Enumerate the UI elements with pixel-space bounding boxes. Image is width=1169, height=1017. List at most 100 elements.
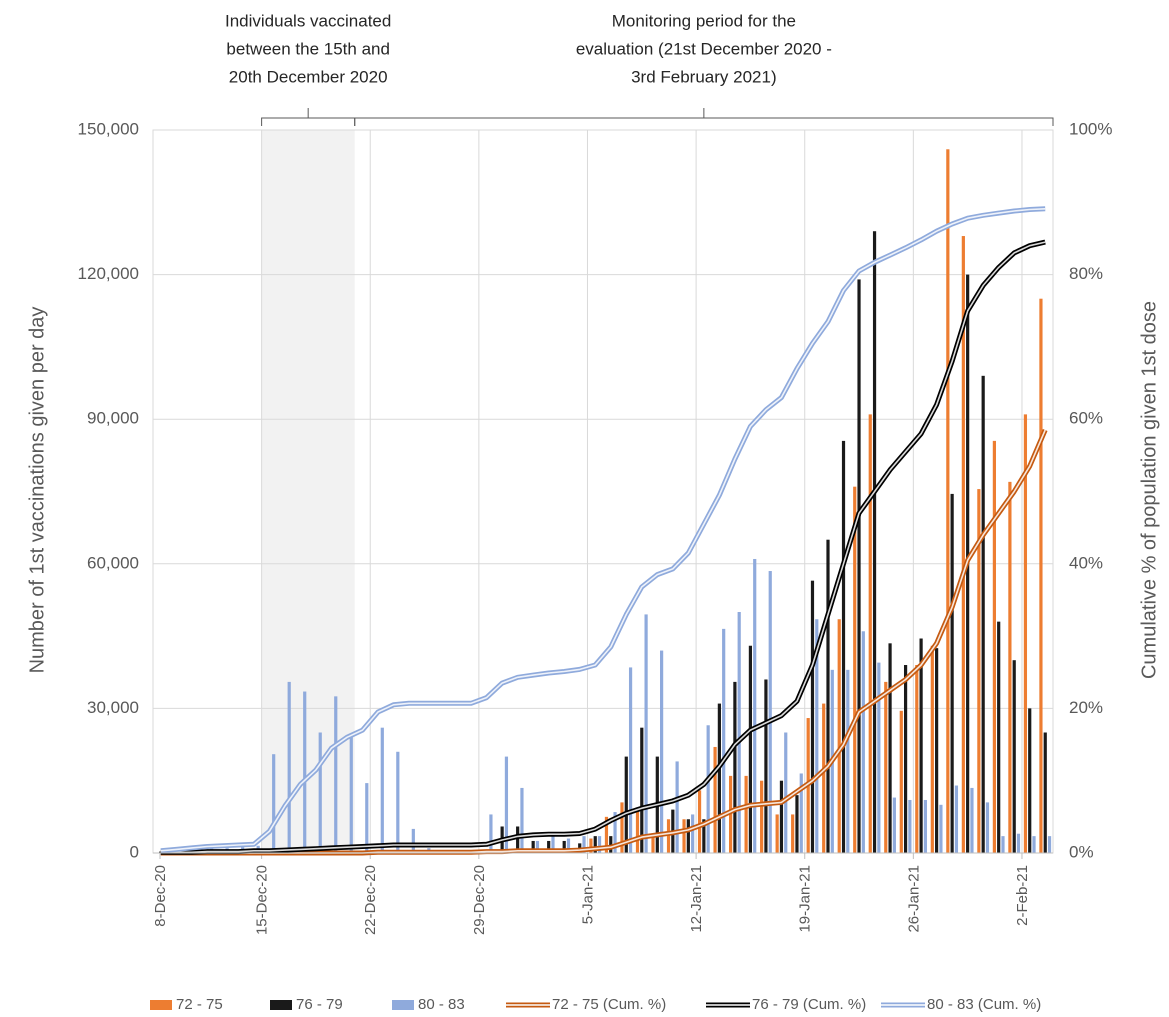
legend-label: 80 - 83	[418, 996, 465, 1013]
annotation: Monitoring period for the	[612, 11, 796, 30]
bar	[411, 828, 415, 853]
x-tick-label: 29-Dec-20	[471, 865, 488, 935]
bar	[318, 732, 322, 853]
bar	[868, 414, 872, 853]
bar	[666, 819, 671, 853]
y2-tick-label: 60%	[1069, 409, 1103, 428]
bar	[593, 836, 597, 853]
bar	[977, 489, 981, 853]
bar	[903, 665, 908, 853]
legend-swatch	[150, 1000, 172, 1010]
bar	[620, 802, 624, 853]
bar	[635, 809, 640, 853]
bar	[702, 819, 706, 853]
bar	[908, 799, 912, 853]
bar	[1016, 833, 1021, 853]
bar	[861, 631, 865, 853]
bar	[516, 826, 520, 853]
bar	[946, 149, 950, 853]
x-tick-label: 19-Jan-21	[797, 865, 814, 933]
bar	[349, 734, 353, 853]
bar	[713, 746, 717, 853]
bar	[334, 696, 338, 853]
bar	[365, 783, 369, 853]
y2-tick-label: 100%	[1069, 119, 1112, 138]
y-tick-label: 90,000	[87, 409, 139, 428]
bar	[1032, 836, 1036, 853]
line	[160, 208, 1046, 852]
bar	[644, 614, 648, 853]
bar	[799, 773, 803, 853]
bar	[841, 440, 846, 853]
legend-label: 76 - 79	[296, 996, 343, 1013]
y-axis-title: Number of 1st vaccinations given per day	[26, 307, 48, 674]
line	[160, 241, 1046, 854]
bar	[551, 833, 555, 853]
bar	[997, 621, 1001, 853]
legend-label: 76 - 79 (Cum. %)	[752, 996, 866, 1013]
bar	[877, 662, 881, 853]
bracket	[261, 108, 356, 126]
bar	[857, 279, 861, 853]
bar	[737, 612, 741, 853]
y2-tick-label: 0%	[1069, 842, 1094, 861]
bar	[489, 814, 493, 853]
bar	[760, 780, 764, 853]
legend-swatch	[392, 1000, 414, 1010]
bar	[915, 665, 919, 853]
annotation: between the 15th and	[226, 39, 390, 58]
bar	[837, 619, 841, 853]
bar	[954, 785, 959, 853]
bar	[628, 667, 633, 853]
bar	[613, 812, 617, 853]
x-tick-label: 8-Dec-20	[152, 865, 169, 927]
bar	[640, 727, 644, 853]
y-tick-label: 30,000	[87, 698, 139, 717]
bar	[853, 486, 857, 853]
bar	[919, 638, 923, 853]
bar	[748, 645, 753, 853]
y-tick-label: 150,000	[78, 119, 139, 138]
bracket	[354, 108, 1054, 126]
bar	[775, 814, 779, 853]
bar	[764, 679, 768, 853]
bar	[935, 648, 939, 853]
bar	[728, 775, 733, 853]
bar	[1043, 732, 1047, 853]
bar	[784, 732, 788, 853]
bar	[287, 681, 291, 853]
y2-tick-label: 80%	[1069, 264, 1103, 283]
bar	[939, 804, 943, 853]
x-tick-label: 22-Dec-20	[362, 865, 379, 935]
bar	[396, 751, 400, 853]
x-tick-label: 15-Dec-20	[254, 865, 271, 935]
bar	[566, 838, 571, 853]
shaded-period	[261, 130, 355, 853]
bar	[1028, 708, 1032, 853]
bar	[159, 851, 163, 853]
annotation: 3rd February 2021)	[631, 67, 777, 86]
bar	[846, 669, 850, 853]
x-tick-label: 2-Feb-21	[1014, 865, 1031, 926]
bar	[822, 703, 826, 853]
bar	[531, 840, 535, 853]
bar	[1008, 481, 1012, 853]
bar	[1039, 298, 1043, 853]
bar	[930, 645, 934, 853]
bar	[791, 814, 795, 853]
y-tick-label: 120,000	[78, 264, 139, 283]
bar	[744, 775, 748, 853]
bar	[609, 836, 613, 853]
bar	[753, 558, 757, 853]
legend-label: 72 - 75	[176, 996, 223, 1013]
bar	[815, 619, 819, 853]
bar	[582, 836, 586, 853]
bar	[1047, 836, 1052, 853]
bar	[981, 375, 985, 853]
bar	[547, 840, 551, 853]
bar	[826, 539, 830, 853]
legend-swatch	[270, 1000, 292, 1010]
bar	[961, 236, 965, 854]
bar	[597, 836, 602, 853]
y-tick-label: 60,000	[87, 553, 139, 572]
